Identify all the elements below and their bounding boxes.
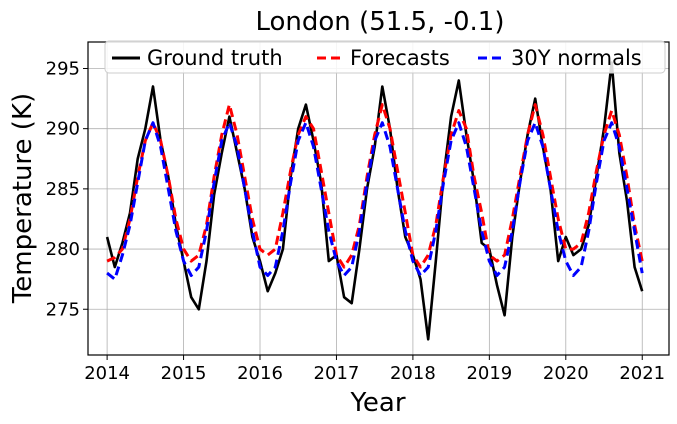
x-tick-label: 2020: [543, 363, 589, 384]
x-tick-label: 2015: [161, 363, 207, 384]
legend-label-ground-truth: Ground truth: [147, 46, 283, 70]
legend-label-30y-normals: 30Y normals: [511, 46, 642, 70]
x-tick-label: 2017: [314, 363, 360, 384]
plot-area: [105, 61, 644, 341]
y-tick-label: 275: [46, 299, 80, 320]
x-tick-label: 2014: [84, 363, 130, 384]
y-axis: 275 280 285 290 295: [46, 58, 88, 320]
series-line-ground-truth: [105, 61, 644, 341]
series-line-30y-normals: [106, 121, 644, 281]
gridlines: [88, 42, 669, 355]
y-tick-label: 290: [46, 119, 80, 140]
legend-label-forecasts: Forecasts: [350, 46, 450, 70]
y-tick-label: 280: [46, 239, 80, 260]
legend: Ground truth Forecasts 30Y normals: [104, 40, 666, 74]
x-tick-label: 2019: [466, 363, 512, 384]
y-tick-label: 285: [46, 179, 80, 200]
chart-title: London (51.5, -0.1): [255, 7, 504, 37]
legend-box: [104, 40, 666, 74]
x-axis: 2014 2015 2016 2017 2018 2019 2020 2021: [84, 355, 665, 384]
series-line-forecasts: [106, 103, 644, 269]
plot-frame: [87, 41, 670, 356]
x-tick-label: 2016: [237, 363, 283, 384]
x-axis-title: Year: [349, 388, 405, 418]
y-axis-title: Temperature (K): [8, 93, 38, 304]
x-tick-label: 2018: [390, 363, 436, 384]
x-tick-label: 2021: [619, 363, 665, 384]
y-tick-label: 295: [46, 58, 80, 79]
